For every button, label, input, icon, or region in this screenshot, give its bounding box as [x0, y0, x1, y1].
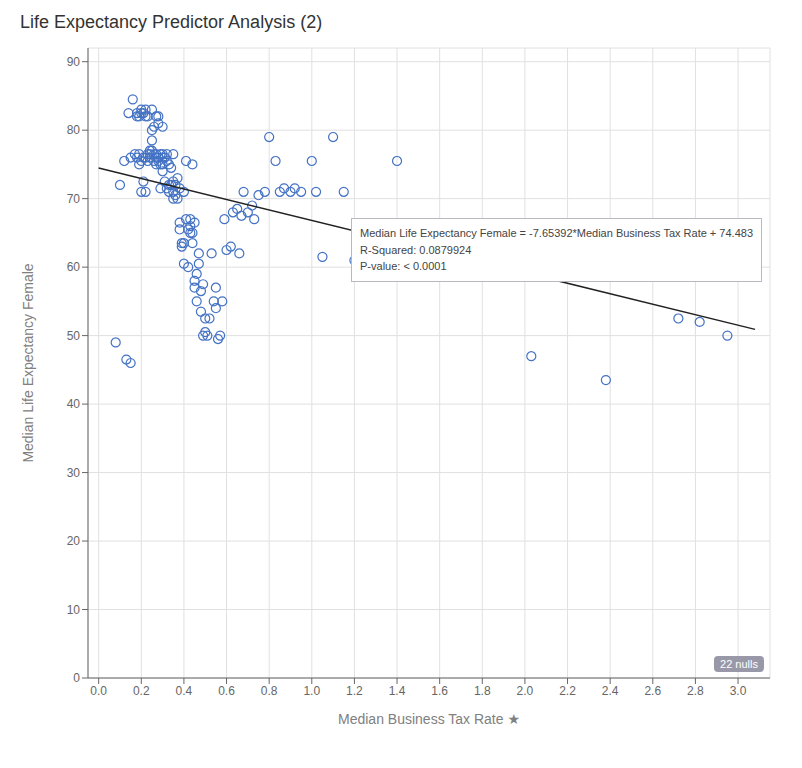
svg-text:0.2: 0.2 — [133, 684, 150, 698]
svg-text:40: 40 — [67, 397, 81, 411]
html-text:Median Life Expectancy Female: Median Life Expectancy Female = -7.65392… — [360, 227, 753, 240]
svg-text:1.8: 1.8 — [474, 684, 491, 698]
svg-text:90: 90 — [67, 55, 81, 69]
svg-text:2.0: 2.0 — [517, 684, 534, 698]
html-text:P-value: < 0.0001: P-value: < 0.0001 — [360, 260, 447, 273]
svg-text:2.8: 2.8 — [687, 684, 704, 698]
svg-text:30: 30 — [67, 466, 81, 480]
html-text:Life Expectancy Predictor Anal: Life Expectancy Predictor Analysis (2) — [20, 12, 323, 32]
svg-text:2.4: 2.4 — [602, 684, 619, 698]
svg-text:0.0: 0.0 — [90, 684, 107, 698]
svg-text:20: 20 — [67, 534, 81, 548]
svg-text:1.4: 1.4 — [389, 684, 406, 698]
svg-text:0.6: 0.6 — [218, 684, 235, 698]
svg-text:50: 50 — [67, 329, 81, 343]
svg-text:3.0: 3.0 — [730, 684, 747, 698]
svg-text:80: 80 — [67, 123, 81, 137]
svg-text:Median Life Expectancy Female: Median Life Expectancy Female — [20, 263, 36, 462]
html-text:R-Squared: 0.0879924: R-Squared: 0.0879924 — [360, 243, 472, 256]
svg-text:10: 10 — [67, 603, 81, 617]
svg-text:60: 60 — [67, 260, 81, 274]
svg-text:Median Business Tax Rate ★: Median Business Tax Rate ★ — [338, 711, 520, 727]
svg-text:1.0: 1.0 — [303, 684, 320, 698]
html-text:22 nulls: 22 nulls — [720, 658, 758, 670]
svg-text:70: 70 — [67, 192, 81, 206]
svg-text:0.4: 0.4 — [176, 684, 193, 698]
svg-text:0: 0 — [73, 671, 80, 685]
svg-text:2.6: 2.6 — [644, 684, 661, 698]
svg-text:0.8: 0.8 — [261, 684, 278, 698]
svg-text:1.2: 1.2 — [346, 684, 363, 698]
svg-text:2.2: 2.2 — [559, 684, 576, 698]
svg-text:1.6: 1.6 — [431, 684, 448, 698]
